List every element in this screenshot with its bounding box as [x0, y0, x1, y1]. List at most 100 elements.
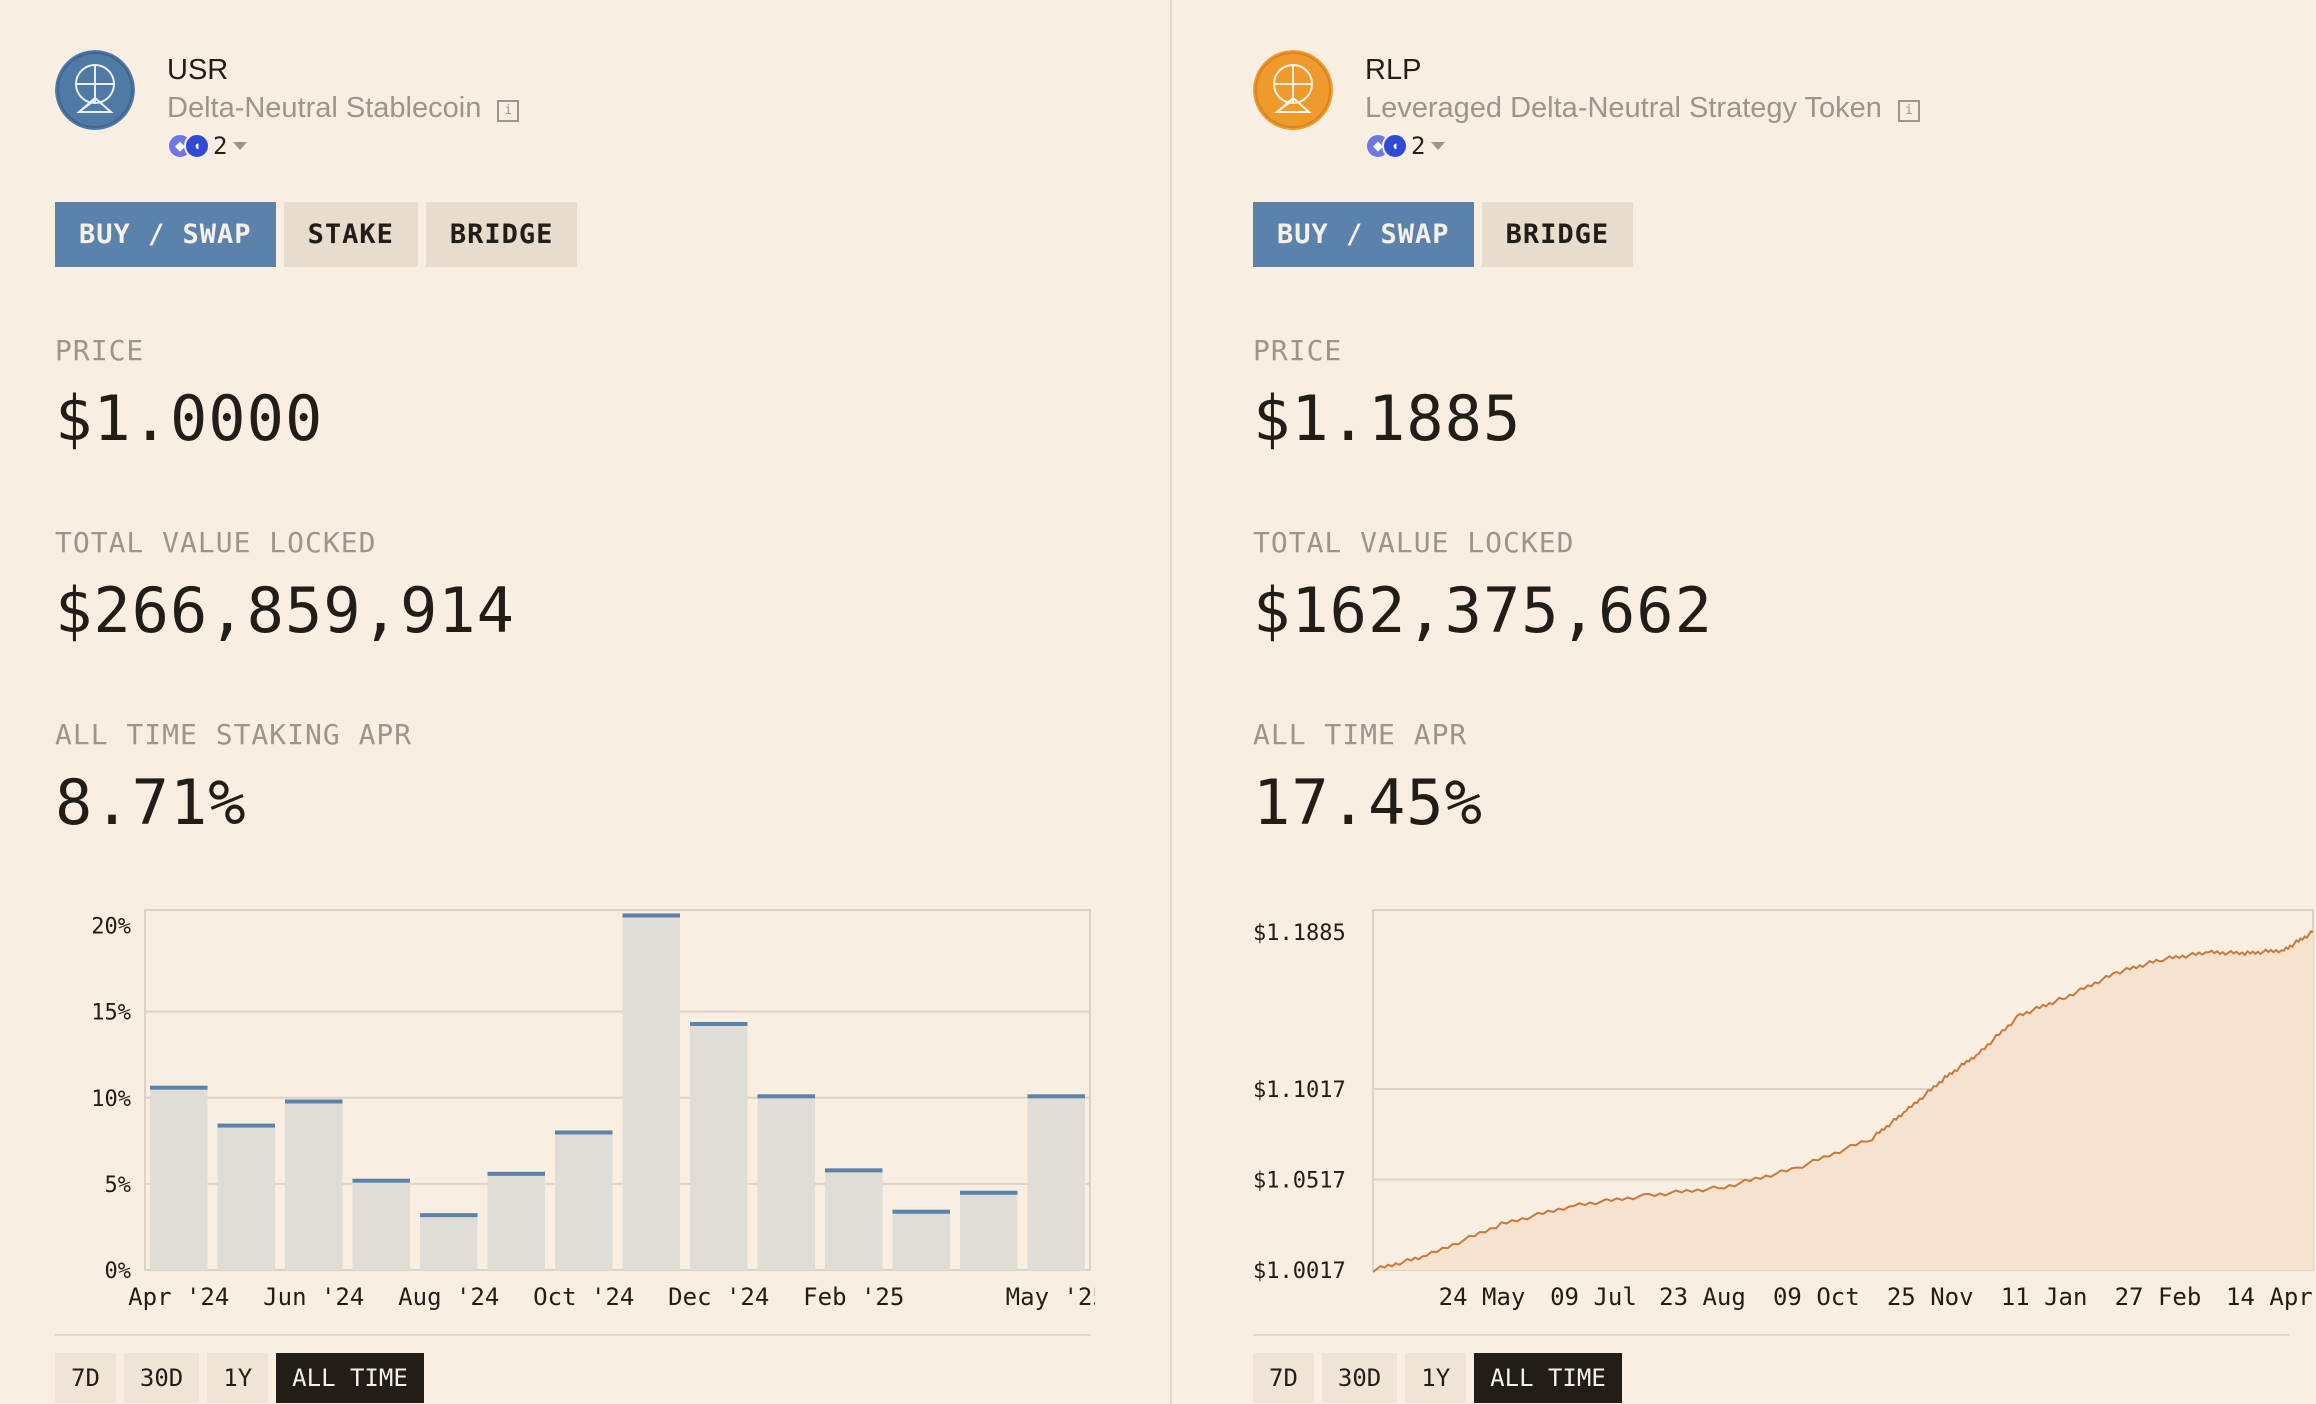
bar-top-marker: [1027, 1094, 1085, 1099]
x-tick-label: 09 Oct: [1773, 1283, 1860, 1311]
usr-tvl-label: TOTAL VALUE LOCKED: [55, 526, 377, 559]
usr-range-1y-button[interactable]: 1Y: [207, 1353, 269, 1403]
bar: [892, 1209, 950, 1270]
base-chain-icon: ◖: [1382, 133, 1408, 159]
bar-top-marker: [150, 1085, 208, 1090]
bar-top-marker: [622, 913, 680, 918]
base-chain-icon: ◖: [184, 133, 210, 159]
info-icon[interactable]: i: [497, 100, 520, 122]
usr-apr-bar-chart: 20% 15% 10% 5% 0%Apr '24 Jun '24 Aug '24 Oct '2…: [91, 909, 1095, 1311]
bar-top-marker: [352, 1178, 410, 1183]
usr-tvl-value: $266,859,914: [55, 574, 515, 647]
rlp-range-7d-button[interactable]: 7D: [1253, 1353, 1314, 1403]
y-tick-label: $1.1017: [1253, 1078, 1346, 1103]
x-tick-label: 09 Jul: [1550, 1283, 1637, 1311]
rlp-apr-label: ALL TIME APR: [1253, 718, 1468, 751]
bar-top-marker: [217, 1123, 275, 1128]
bar: [150, 1085, 208, 1270]
usr-range-30d-button[interactable]: 30D: [123, 1353, 200, 1403]
bar: [352, 1178, 410, 1270]
x-tick-label: Oct '24: [533, 1283, 634, 1311]
chevron-down-icon: [233, 142, 248, 150]
usr-token-name: USR: [167, 54, 229, 86]
usr-bridge-button[interactable]: BRIDGE: [425, 202, 578, 267]
bar: [757, 1094, 815, 1270]
usr-chain-selector[interactable]: ◆ ◖ 2: [167, 132, 248, 160]
usr-range-all-time-button[interactable]: ALL TIME: [276, 1353, 424, 1403]
bar-top-marker: [555, 1130, 613, 1135]
rlp-token-description: Leveraged Delta-Neutral Strategy Token i: [1365, 92, 1920, 125]
usr-panel: USR Delta-Neutral Stablecoin i ◆ ◖ 2 BUY …: [55, 0, 1172, 1404]
rlp-price-label: PRICE: [1253, 334, 1343, 367]
rlp-description-text: Leveraged Delta-Neutral Strategy Token: [1365, 92, 1882, 124]
chart-plot-border: [144, 909, 1091, 1271]
rlp-tvl-label: TOTAL VALUE LOCKED: [1253, 526, 1575, 559]
bar: [690, 1021, 748, 1270]
x-tick-label: Apr '24: [128, 1283, 229, 1311]
usr-description-text: Delta-Neutral Stablecoin: [167, 92, 482, 124]
usr-price-label: PRICE: [55, 334, 145, 367]
rlp-header: RLP Leveraged Delta-Neutral Strategy Tok…: [1253, 50, 2153, 160]
usr-apr-value: 8.71%: [55, 766, 247, 839]
bar-top-marker: [690, 1021, 748, 1026]
bar-top-marker: [420, 1213, 478, 1218]
bar: [555, 1130, 613, 1270]
x-tick-label: Jun '24: [263, 1283, 364, 1311]
bar-top-marker: [825, 1168, 883, 1173]
x-tick-label: 27 Feb: [2115, 1283, 2202, 1311]
y-tick-label: $1.1885: [1253, 921, 1346, 946]
rlp-range-30d-button[interactable]: 30D: [1321, 1353, 1398, 1403]
info-icon[interactable]: i: [1897, 100, 1920, 122]
bar-top-marker: [487, 1171, 545, 1176]
rlp-bridge-button[interactable]: BRIDGE: [1481, 202, 1634, 267]
bar: [960, 1190, 1018, 1270]
rlp-range-selector: 7D 30D 1Y ALL TIME: [1253, 1353, 1630, 1403]
x-tick-label: May '25: [1006, 1283, 1095, 1311]
rlp-chart-divider: [1253, 1334, 2289, 1336]
x-tick-label: 25 Nov: [1887, 1283, 1974, 1311]
chevron-down-icon: [1431, 142, 1446, 150]
y-tick-label: 15%: [91, 1001, 131, 1026]
rlp-tvl-value: $162,375,662: [1253, 574, 1713, 647]
usr-apr-label: ALL TIME STAKING APR: [55, 718, 413, 751]
rlp-panel: RLP Leveraged Delta-Neutral Strategy Tok…: [1173, 0, 2316, 1404]
rlp-buy-swap-button[interactable]: BUY / SWAP: [1253, 202, 1474, 267]
rlp-price-area-chart: $1.1885 $1.1017 $1.0517 $1.0017 24 May 09 Jul…: [1253, 909, 2314, 1311]
usr-logo-icon: [55, 50, 135, 130]
y-tick-label: 0%: [105, 1259, 132, 1284]
usr-range-selector: 7D 30D 1Y ALL TIME: [55, 1353, 432, 1403]
x-tick-label: 14 Apr: [2226, 1283, 2313, 1311]
bar: [420, 1213, 478, 1270]
rlp-range-all-time-button[interactable]: ALL TIME: [1474, 1353, 1622, 1403]
usr-action-tabs: BUY / SWAP STAKE BRIDGE: [55, 202, 585, 267]
bar: [285, 1099, 343, 1270]
rlp-logo-icon: [1253, 50, 1333, 130]
rlp-price-value: $1.1885: [1253, 382, 1522, 455]
bar: [487, 1171, 545, 1270]
y-tick-label: $1.0017: [1253, 1259, 1346, 1284]
rlp-chain-selector[interactable]: ◆ ◖ 2: [1365, 132, 1446, 160]
y-tick-label: 20%: [91, 915, 131, 940]
x-tick-label: 24 May: [1439, 1283, 1526, 1311]
x-tick-label: Aug '24: [398, 1283, 499, 1311]
usr-token-description: Delta-Neutral Stablecoin i: [167, 92, 520, 125]
rlp-action-tabs: BUY / SWAP BRIDGE: [1253, 202, 1641, 267]
x-tick-label: Dec '24: [668, 1283, 769, 1311]
rlp-token-name: RLP: [1365, 54, 1422, 86]
usr-buy-swap-button[interactable]: BUY / SWAP: [55, 202, 276, 267]
usr-price-value: $1.0000: [55, 382, 324, 455]
bar: [622, 913, 680, 1270]
bar-top-marker: [892, 1209, 950, 1214]
usr-header: USR Delta-Neutral Stablecoin i ◆ ◖ 2: [55, 50, 955, 160]
usr-chart-divider: [55, 1334, 1091, 1336]
bar-top-marker: [757, 1094, 815, 1099]
x-tick-label: 11 Jan: [2001, 1283, 2088, 1311]
y-tick-label: $1.0517: [1253, 1169, 1346, 1194]
bar: [217, 1123, 275, 1270]
usr-chain-count: 2: [213, 132, 228, 160]
x-tick-label: Feb '25: [803, 1283, 904, 1311]
usr-range-7d-button[interactable]: 7D: [55, 1353, 116, 1403]
usr-stake-button[interactable]: STAKE: [283, 202, 418, 267]
rlp-range-1y-button[interactable]: 1Y: [1405, 1353, 1467, 1403]
y-tick-label: 5%: [105, 1173, 132, 1198]
